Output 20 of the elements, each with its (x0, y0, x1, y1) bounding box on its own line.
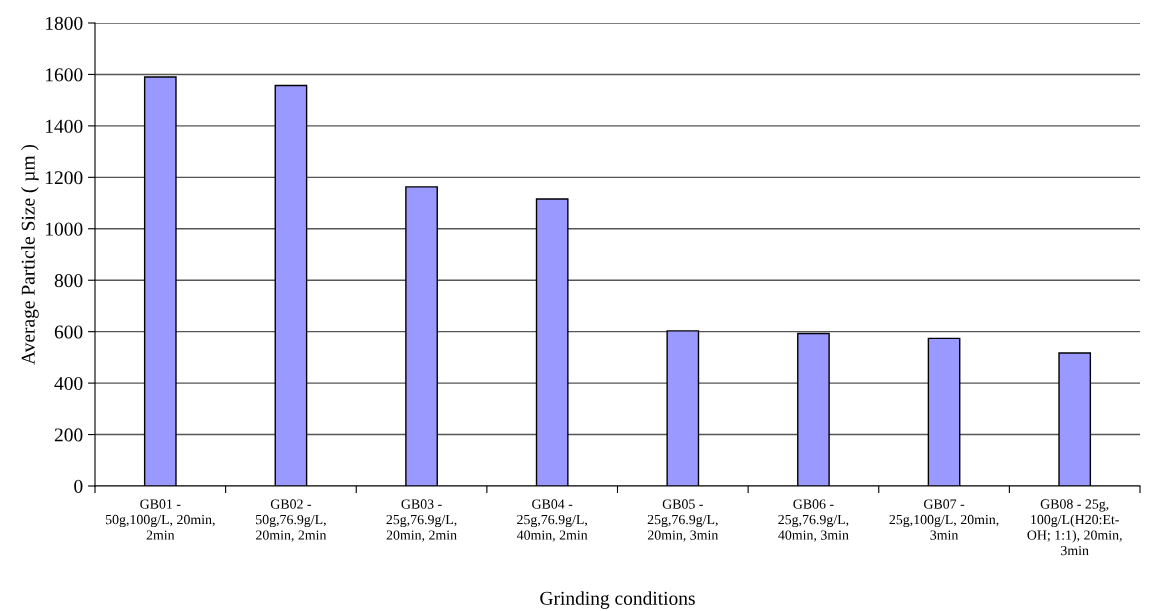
x-tick-label: GB07 - 25g,100g/L, 20min, 3min (889, 499, 999, 540)
x-tick-label: GB04 - 25g,76.9g/L, 40min, 2min (516, 499, 588, 542)
y-tick-label: 200 (54, 428, 83, 442)
x-tick-label: GB06 - 25g,76.9g/L, 40min, 3min (778, 499, 849, 542)
x-tick-label: GB05 - 25g,76.9g/L, 20min, 3min (647, 499, 719, 542)
y-tick-label: 600 (54, 325, 83, 339)
y-tick-label: 1800 (46, 16, 83, 30)
y-tick-label: 1400 (46, 119, 83, 133)
x-tick-label: GB02 - 50g,76.9g/L, 20min, 2min (256, 499, 327, 542)
x-tick-label: GB01 - 50g,100g/L, 20min, 2min (105, 499, 215, 540)
x-axis-title: Grinding conditions (540, 591, 695, 609)
y-tick-label: 1000 (46, 222, 83, 236)
y-tick-label: 400 (54, 376, 83, 391)
y-tick-label: 800 (54, 274, 83, 288)
x-tick-label: GB03 - 25g,76.9g/L, 20min, 2min (386, 499, 457, 542)
y-axis-title: Average Particle Size ( µm ) (21, 144, 39, 365)
y-tick-label: 1600 (46, 68, 83, 82)
y-tick-label: 0 (74, 479, 83, 493)
x-tick-label: GB08 - 25g, 100g/L(H20:Et- OH; 1:1), 20min, 3min (1027, 499, 1122, 556)
y-tick-label: 1200 (46, 171, 83, 185)
